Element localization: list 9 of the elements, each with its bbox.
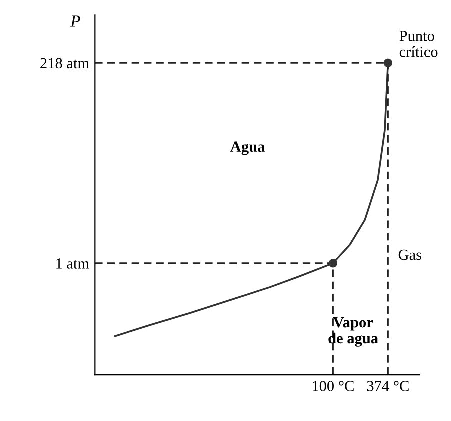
annotation: Agua <box>230 142 265 156</box>
x-tick-label: 100 °C <box>313 381 354 392</box>
y-axis-title: P <box>70 16 80 27</box>
y-tick-label: 218 atm <box>40 58 90 69</box>
annotation: Punto crítico <box>400 31 438 58</box>
x-tick-label: 374 °C <box>367 381 409 392</box>
y-tick-label: 1 atm <box>56 258 90 269</box>
annotation: Vapor de agua <box>328 318 378 347</box>
annotation: Gas <box>398 250 422 260</box>
